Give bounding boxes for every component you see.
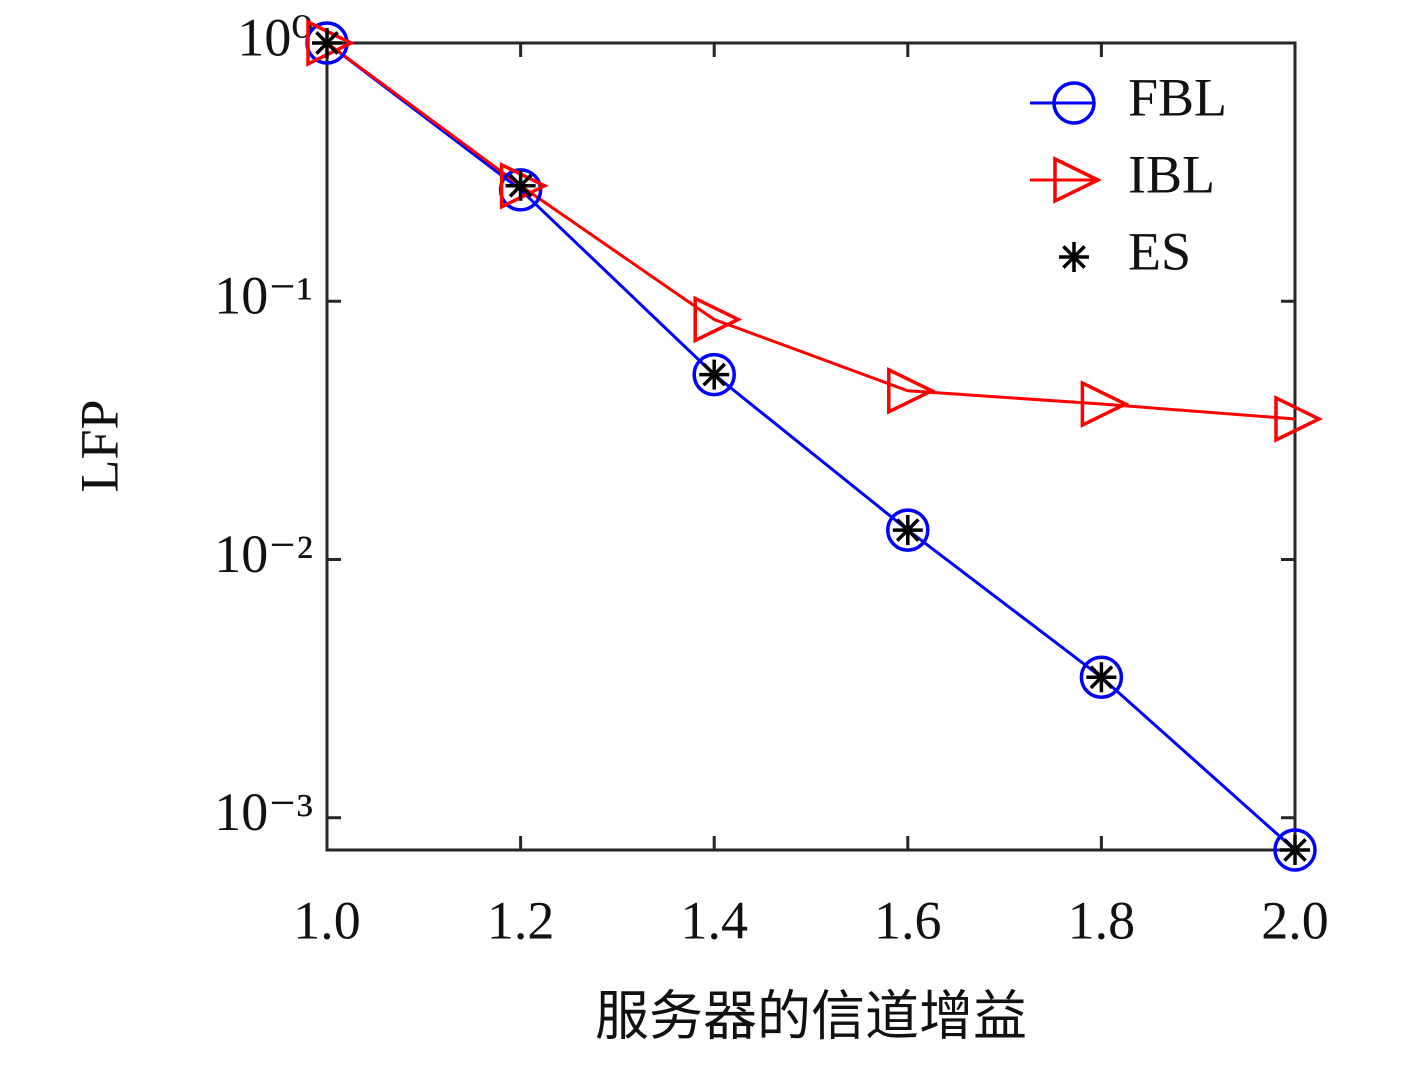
legend-label: IBL (1128, 144, 1215, 204)
marker-shape (306, 19, 355, 67)
marker-asterisk (1059, 242, 1089, 272)
x-tick-label: 1.8 (1068, 890, 1136, 950)
marker-shape (1080, 380, 1130, 428)
legend-label: ES (1128, 221, 1191, 281)
marker-shape (499, 161, 549, 210)
marker-shape (1089, 665, 1114, 690)
marker-shape (1283, 838, 1307, 862)
x-tick-label: 1.6 (874, 890, 942, 950)
marker-circle (1079, 655, 1124, 699)
marker-shape (692, 352, 736, 397)
marker-triangle-right (1053, 156, 1102, 204)
x-axis-label: 服务器的信道增益 (595, 986, 1027, 1046)
marker-circle (1052, 81, 1096, 125)
marker-shape (886, 508, 930, 552)
marker-triangle-right (1274, 395, 1323, 443)
marker-asterisk (699, 359, 730, 390)
marker-shape (1052, 81, 1096, 125)
marker-asterisk (1086, 662, 1117, 693)
marker-triangle-right (1080, 380, 1130, 428)
y-tick-label: 10⁻³ (214, 782, 313, 842)
marker-triangle-right (887, 366, 936, 415)
marker-triangle-right (499, 161, 549, 210)
x-tick-label: 2.0 (1261, 890, 1329, 950)
marker-circle (886, 508, 930, 552)
y-tick-label: 10⁰ (237, 7, 313, 67)
x-tick-label: 1.0 (293, 890, 361, 950)
y-axis-label: LFP (69, 399, 129, 492)
marker-circle (692, 352, 736, 397)
series-line (326, 41, 1296, 421)
y-tick-label: 10⁻² (214, 524, 313, 584)
x-tick-label: 1.4 (680, 890, 748, 950)
marker-shape (1274, 395, 1323, 443)
marker-shape (508, 173, 533, 198)
marker-asterisk (505, 170, 536, 201)
series-line (326, 41, 1296, 852)
marker-asterisk (312, 28, 342, 58)
marker-triangle-right (306, 19, 355, 67)
marker-shape (887, 366, 936, 415)
marker-circle (1273, 828, 1317, 872)
x-tick-label: 1.2 (487, 890, 555, 950)
marker-shape (693, 295, 743, 344)
marker-shape (315, 31, 339, 55)
marker-shape (1053, 156, 1102, 204)
marker-asterisk (1280, 835, 1310, 865)
y-tick-label: 10⁻¹ (214, 266, 313, 326)
plot-frame (325, 41, 1297, 852)
marker-shape (702, 362, 727, 387)
marker-shape (1062, 245, 1086, 269)
marker-asterisk (892, 515, 923, 546)
marker-shape (895, 518, 920, 542)
marker-shape (1079, 655, 1124, 699)
legend-label: FBL (1128, 67, 1227, 127)
marker-shape (1273, 828, 1317, 872)
marker-triangle-right (693, 295, 743, 344)
